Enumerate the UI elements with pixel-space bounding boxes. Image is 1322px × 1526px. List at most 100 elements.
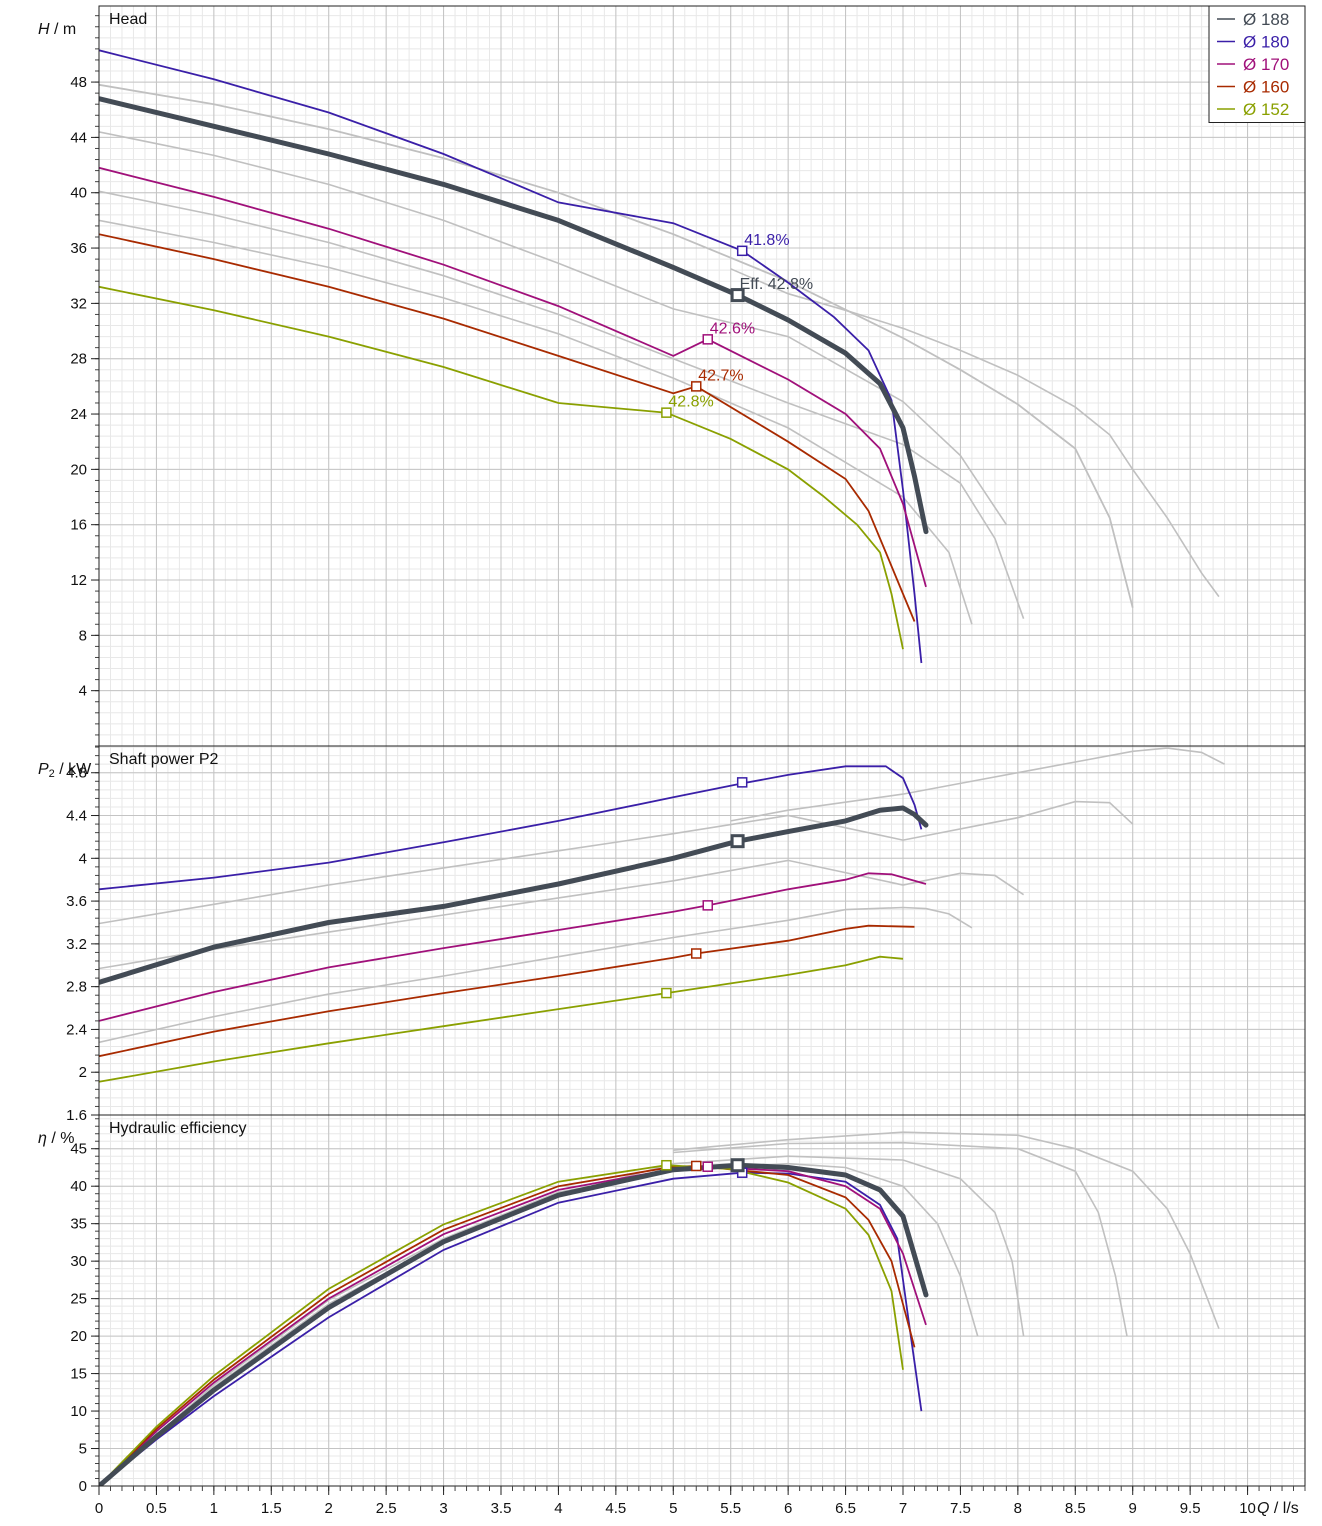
power-y-ticks: 1.6 2 2.4 2.8 3.2 3.6 4 4.4 4.8 bbox=[66, 746, 99, 1124]
power-panel-title: Shaft power P2 bbox=[109, 751, 219, 768]
y-tick-label: 0 bbox=[79, 1478, 87, 1495]
efficiency-label: 42.7% bbox=[698, 367, 743, 384]
y-tick-label: 3.2 bbox=[66, 936, 87, 953]
y-tick-label: 2 bbox=[79, 1064, 87, 1081]
duty-point-marker bbox=[730, 1158, 745, 1173]
efficiency-panel-border bbox=[98, 1114, 1306, 1487]
operating-point-marker bbox=[691, 948, 702, 959]
y-tick-label: 4 bbox=[79, 683, 87, 700]
y-tick-label: 2.8 bbox=[66, 979, 87, 996]
head-plot-area: 41.8% 42.6% 42.7% 42.8% Eff. 42.8% bbox=[99, 49, 1220, 664]
y-tick-label: 4 bbox=[79, 850, 87, 867]
duty-curve bbox=[99, 1162, 929, 1486]
duty-point-marker bbox=[730, 288, 745, 303]
y-tick-label: 30 bbox=[70, 1253, 87, 1270]
operating-point-marker bbox=[691, 1160, 702, 1172]
series-line-170 bbox=[99, 872, 927, 1022]
y-axis-symbol: η bbox=[38, 1130, 47, 1147]
operating-point-marker bbox=[661, 407, 672, 418]
reference-curve bbox=[99, 800, 1134, 925]
y-tick-label: 1.6 bbox=[66, 1107, 87, 1124]
power-plot-area bbox=[99, 747, 1225, 1083]
x-tick-label: 9 bbox=[1129, 1500, 1137, 1517]
x-tick-label: 1.5 bbox=[261, 1500, 282, 1517]
reference-curve bbox=[673, 1141, 1128, 1337]
efficiency-panel-title: Hydraulic efficiency bbox=[109, 1120, 247, 1137]
legend-label: Ø 180 bbox=[1243, 33, 1289, 52]
y-tick-label: 16 bbox=[70, 517, 87, 534]
x-tick-label: 7 bbox=[899, 1500, 907, 1517]
power-major-grid bbox=[98, 746, 1305, 1116]
x-tick-label: 7.5 bbox=[950, 1500, 971, 1517]
reference-curve bbox=[99, 859, 1025, 970]
y-axis-symbol: H bbox=[38, 21, 50, 38]
y-tick-label: 4.8 bbox=[66, 765, 87, 782]
operating-point-marker bbox=[736, 777, 748, 788]
operating-point-marker bbox=[702, 334, 713, 345]
series-line-188 bbox=[99, 83, 1134, 608]
x-tick-label: 1 bbox=[210, 1500, 218, 1517]
x-tick-label: 3.5 bbox=[491, 1500, 512, 1517]
y-tick-label: 10 bbox=[70, 1403, 87, 1420]
operating-point-marker bbox=[661, 987, 672, 999]
series-line-160 bbox=[99, 1165, 916, 1486]
duty-point-marker bbox=[730, 834, 745, 849]
y-tick-label: 8 bbox=[79, 627, 87, 644]
x-tick-label: 4 bbox=[554, 1500, 562, 1517]
y-tick-label: 32 bbox=[70, 295, 87, 312]
operating-point-marker bbox=[702, 1161, 713, 1172]
y-tick-label: 44 bbox=[70, 129, 87, 146]
x-tick-label: 8.5 bbox=[1065, 1500, 1086, 1517]
efficiency-label: 41.8% bbox=[744, 232, 789, 249]
series-line-160 bbox=[99, 924, 915, 1058]
y-tick-label: 35 bbox=[70, 1216, 87, 1233]
efficiency-major-grid bbox=[98, 1115, 1305, 1487]
legend-label: Ø 188 bbox=[1243, 10, 1289, 29]
y-tick-label: 20 bbox=[70, 1328, 87, 1345]
efficiency-y-ticks: 0 5 10 15 20 25 30 35 40 45 bbox=[70, 1118, 99, 1495]
operating-point-marker bbox=[691, 381, 702, 392]
x-axis: 0 0.5 1 1.5 2 2.5 3 3.5 4 4.5 5 5.5 6 6.5 7 7.5 8 8.5 9 9.5… bbox=[95, 1486, 1306, 1517]
series-line-180 bbox=[99, 49, 923, 664]
x-tick-label: 9.5 bbox=[1180, 1500, 1201, 1517]
reference-curve bbox=[99, 906, 973, 1044]
efficiency-label: 42.8% bbox=[668, 394, 713, 411]
head-major-grid bbox=[98, 6, 1305, 746]
y-axis-unit: / % bbox=[47, 1130, 75, 1147]
y-tick-label: 45 bbox=[70, 1141, 87, 1158]
legend-label: Ø 170 bbox=[1243, 55, 1289, 74]
operating-point-marker bbox=[661, 1159, 672, 1171]
head-panel-title: Head bbox=[109, 11, 147, 28]
reference-curve bbox=[99, 190, 1025, 619]
x-axis-label: Q / l/s bbox=[1257, 1500, 1299, 1517]
y-tick-label: 2.4 bbox=[66, 1021, 87, 1038]
y-tick-label: 28 bbox=[70, 351, 87, 368]
x-tick-label: 3 bbox=[439, 1500, 447, 1517]
y-tick-label: 15 bbox=[70, 1366, 87, 1383]
efficiency-label: 42.6% bbox=[710, 320, 755, 337]
y-tick-label: 20 bbox=[70, 461, 87, 478]
reference-curve bbox=[730, 747, 1225, 822]
x-tick-label: 2.5 bbox=[376, 1500, 397, 1517]
y-tick-label: 12 bbox=[70, 572, 87, 589]
y-tick-label: 36 bbox=[70, 240, 87, 257]
efficiency-minor-grid bbox=[98, 1115, 1306, 1487]
y-axis-symbol: P bbox=[38, 761, 49, 778]
x-tick-label: 10 bbox=[1239, 1500, 1256, 1517]
x-tick-label: 6 bbox=[784, 1500, 792, 1517]
x-tick-label: 6.5 bbox=[835, 1500, 856, 1517]
head-y-axis-label: H / m bbox=[38, 21, 76, 38]
y-tick-label: 25 bbox=[70, 1291, 87, 1308]
y-tick-label: 40 bbox=[70, 1178, 87, 1195]
x-axis-unit: / l/s bbox=[1269, 1500, 1298, 1517]
x-tick-label: 8 bbox=[1014, 1500, 1022, 1517]
reference-curve bbox=[99, 219, 973, 625]
series-line-152 bbox=[99, 285, 904, 650]
reference-curve bbox=[99, 131, 1008, 526]
x-tick-label: 0 bbox=[95, 1500, 103, 1517]
y-tick-label: 3.6 bbox=[66, 893, 87, 910]
